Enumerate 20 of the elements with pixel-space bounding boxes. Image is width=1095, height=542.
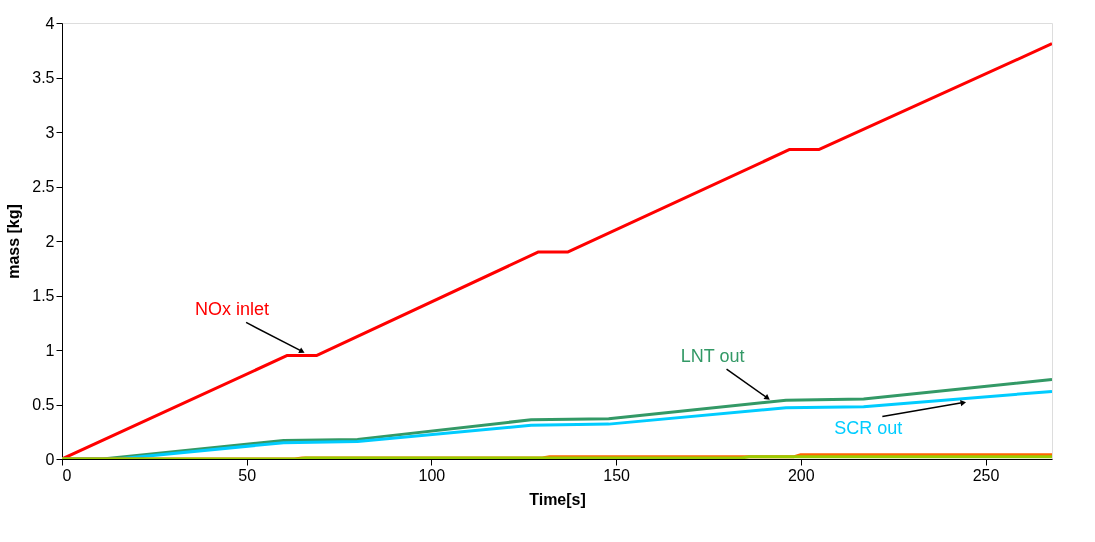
x-tick-label: 200 — [787, 466, 815, 484]
text: LNT out — [680, 346, 745, 367]
y-tick-label: 3 — [45, 123, 55, 141]
x-tick-label: 150 — [603, 466, 631, 484]
x-tick-label: 50 — [238, 466, 257, 484]
y-tick-label: 1 — [45, 341, 55, 359]
series-label: SCR out — [834, 417, 903, 438]
y-axis-title: mass [kg] — [5, 204, 23, 279]
x-tick-label: 0 — [62, 466, 72, 484]
y-tick-label: 3.5 — [32, 69, 55, 86]
y-tick-label: 1.5 — [32, 287, 55, 304]
x-axis-title: Time[s] — [529, 490, 586, 508]
x-tick-label: 250 — [972, 466, 1000, 484]
y-tick-label: 0.5 — [32, 396, 55, 413]
y-tick-label: 4 — [45, 14, 55, 32]
y-tick-label: 0 — [45, 450, 55, 468]
x-tick-label: 100 — [418, 466, 446, 484]
y-tick-label: 2.5 — [32, 178, 55, 195]
text: NOx inlet — [195, 299, 270, 320]
y-tick-label: 2 — [45, 232, 55, 250]
